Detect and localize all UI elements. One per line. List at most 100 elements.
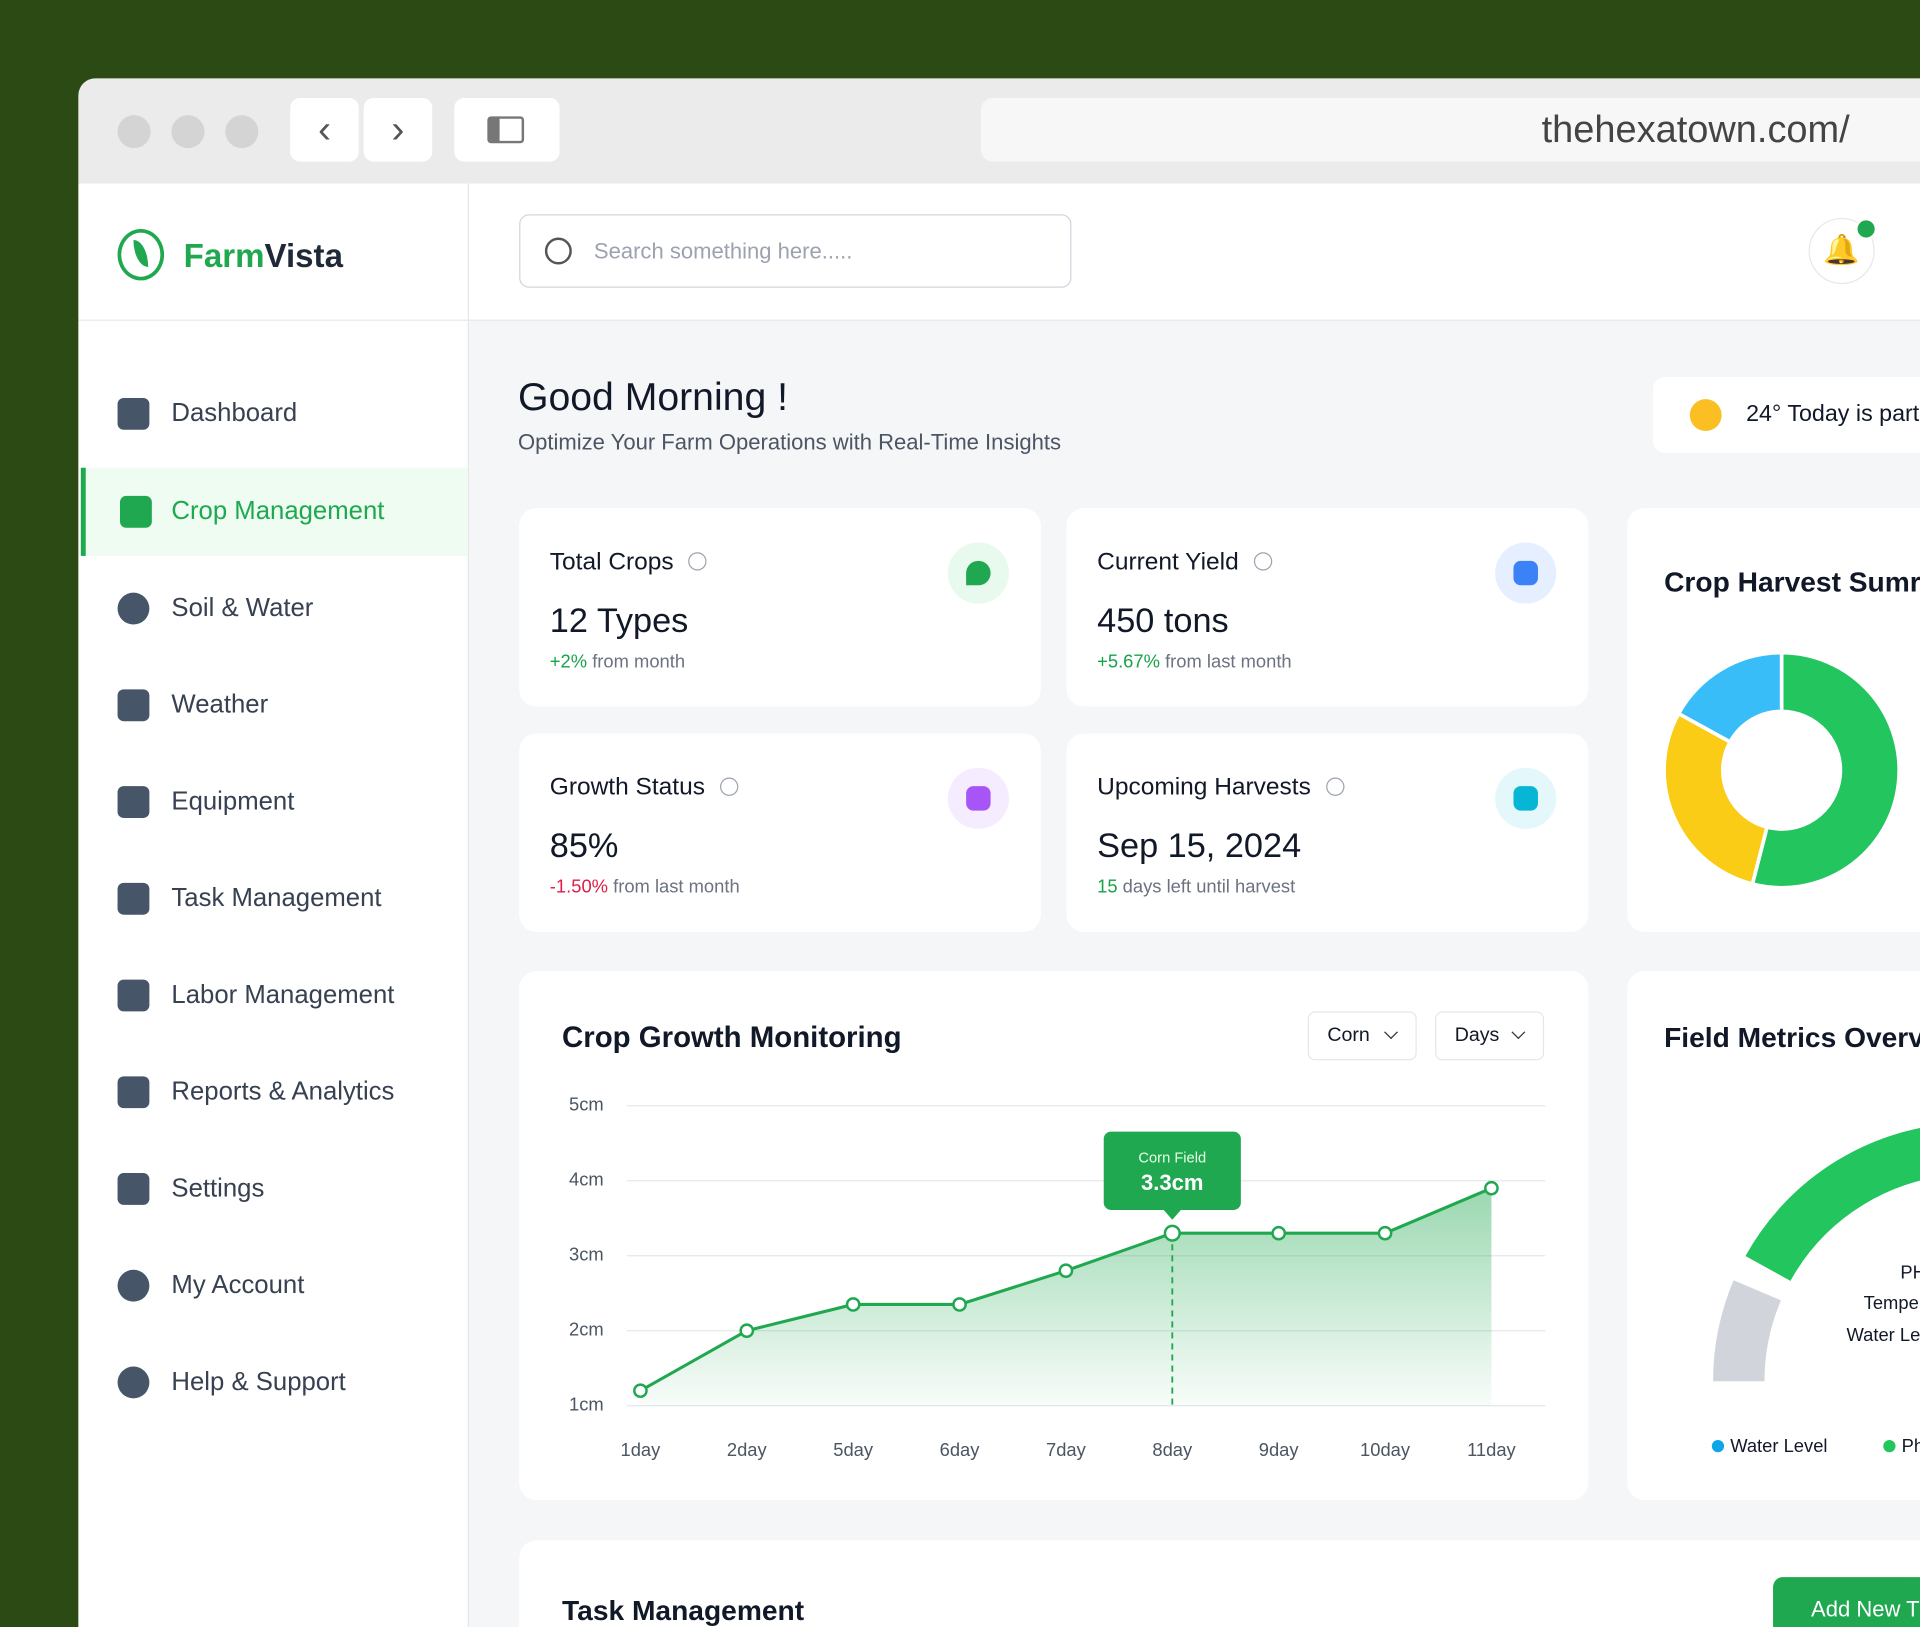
stat-icon (947, 542, 1009, 604)
search-box[interactable]: Search something here..... (519, 214, 1072, 288)
y-tick-label: 5cm (569, 1094, 604, 1115)
stat-title: Total Crops (549, 548, 674, 576)
x-tick-label: 1day (621, 1439, 662, 1460)
stat-value: Sep 15, 2024 (1097, 826, 1302, 865)
gauge-arc (1745, 1128, 1920, 1282)
nav-label: My Account (171, 1271, 305, 1300)
back-button[interactable]: ‹ (290, 97, 359, 162)
stat-change-row: +2% from month (550, 651, 685, 672)
stat-title: Growth Status (549, 773, 705, 801)
info-icon (720, 777, 739, 796)
nav-icon (117, 1269, 150, 1302)
task-title: Task Management (562, 1594, 805, 1627)
nav-item[interactable]: Settings (81, 1145, 468, 1233)
info-icon (1253, 552, 1273, 571)
point (633, 1383, 648, 1399)
chart-filter[interactable]: Days (1435, 1011, 1545, 1061)
nav-item[interactable]: Task Management (81, 855, 468, 943)
brand-first: Farm (183, 237, 265, 275)
stat-note: from last month (613, 876, 740, 898)
card-title: Field Metrics Overv (1664, 1021, 1920, 1054)
gauge-label: PH (1900, 1261, 1920, 1282)
stat-value: 12 Types (549, 601, 689, 640)
icon-glyph (966, 786, 991, 811)
stat-note: from month (592, 651, 686, 673)
stat-icon (1495, 542, 1557, 604)
y-tick-label: 1cm (569, 1394, 604, 1415)
notification-button[interactable]: 🔔 (1808, 217, 1875, 285)
task-card: Task Management Add New T (519, 1540, 1920, 1627)
nav-label: Equipment (171, 787, 295, 816)
stat-value: 450 tons (1097, 601, 1229, 640)
stat-card: Growth Status 85% -1.50% from last month (519, 733, 1041, 932)
nav-icon (117, 397, 150, 430)
nav-label: Help & Support (171, 1367, 346, 1396)
point (1271, 1225, 1287, 1241)
nav-item[interactable]: Labor Management (81, 951, 468, 1039)
nav-icon (117, 979, 150, 1012)
window: ‹ › thehexatown.com/ FarmVista Dashboard… (78, 78, 1920, 1627)
filter-label: Days (1454, 1024, 1500, 1046)
x-tick-label: 11day (1467, 1439, 1516, 1460)
gauge-label: Tempe (1864, 1292, 1919, 1313)
stat-title: Upcoming Harvests (1097, 773, 1311, 801)
sidebar-toggle[interactable] (454, 97, 560, 162)
nav-item[interactable]: Crop Management (80, 467, 468, 556)
x-tick-label: 9day (1259, 1439, 1300, 1460)
stat-change-row: -1.50% from last month (550, 877, 740, 898)
tooltip (1103, 1131, 1241, 1210)
point (739, 1323, 755, 1339)
point (952, 1297, 967, 1312)
nav-icon (117, 786, 150, 818)
x-tick-label: 8day (1152, 1439, 1193, 1460)
weather-pill: 24° Today is partl (1653, 377, 1920, 454)
stat-change: +2% (549, 651, 588, 673)
tooltip-title: Corn Field (1138, 1150, 1206, 1166)
legend-label: Water Level (1730, 1435, 1827, 1456)
stat-title: Current Yield (1097, 548, 1239, 576)
donut-segment (1750, 650, 1902, 890)
nav-item[interactable]: Equipment (81, 758, 468, 846)
point (1163, 1224, 1181, 1242)
add-task-button[interactable]: Add New T (1773, 1577, 1920, 1627)
stat-change: +5.67% (1097, 651, 1160, 673)
legend-label: Ph (1902, 1435, 1920, 1456)
chart-filter[interactable]: Corn (1307, 1011, 1417, 1061)
filter-label: Corn (1327, 1024, 1370, 1046)
weather-text: 24° Today is partl (1746, 401, 1920, 428)
gauge-label: Water Le (1847, 1324, 1920, 1345)
stat-change-row: +5.67% from last month (1097, 651, 1292, 672)
nav-icon (117, 592, 150, 625)
point (845, 1297, 861, 1312)
nav-item[interactable]: Reports & Analytics (81, 1048, 468, 1136)
notification-dot (1855, 217, 1878, 241)
stat-change-row: 15 days left until harvest (1097, 877, 1295, 898)
greeting-subtitle: Optimize Your Farm Operations with Real-… (517, 429, 1062, 455)
nav-label: Reports & Analytics (171, 1077, 395, 1106)
forward-button[interactable]: › (363, 97, 433, 162)
nav-icon (117, 1076, 150, 1109)
nav-item[interactable]: My Account (81, 1242, 468, 1330)
nav-item[interactable]: Weather (81, 661, 468, 749)
stat-value: 85% (549, 826, 619, 865)
y-tick-label: 4cm (569, 1169, 604, 1190)
y-tick-label: 2cm (569, 1319, 604, 1340)
search-icon (544, 237, 572, 265)
nav-item[interactable]: Help & Support (81, 1338, 468, 1426)
traffic-light (117, 115, 151, 149)
x-tick-label: 7day (1046, 1439, 1087, 1460)
nav-label: Dashboard (171, 399, 298, 428)
nav-icon (117, 882, 150, 915)
point (1484, 1180, 1499, 1196)
sidebar: FarmVista Dashboard Crop Management Soil &… (78, 183, 469, 1627)
url-bar[interactable]: thehexatown.com/ (980, 97, 1920, 162)
traffic-light (225, 115, 259, 149)
nav-item[interactable]: Dashboard (81, 370, 468, 458)
nav-item[interactable]: Soil & Water (81, 564, 468, 652)
greeting-title: Good Morning ! (517, 374, 789, 419)
x-tick-label: 2day (727, 1439, 768, 1460)
nav-icon (117, 689, 150, 722)
chart-title: Crop Growth Monitoring (562, 1021, 902, 1055)
